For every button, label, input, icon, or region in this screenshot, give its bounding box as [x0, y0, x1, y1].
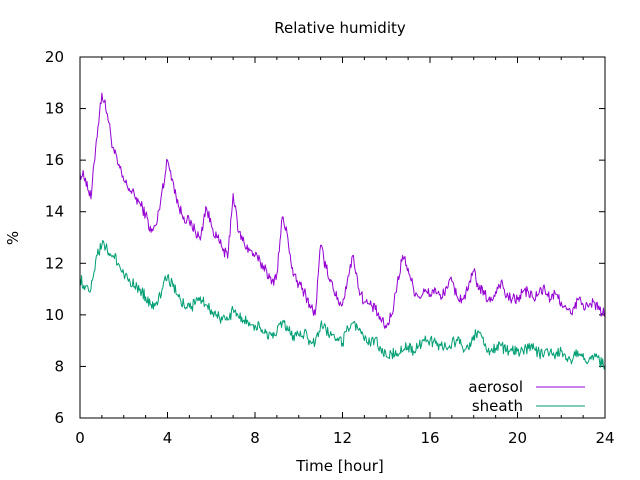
x-tick-label: 4 [163, 429, 173, 447]
series-line-sheath [79, 240, 606, 370]
legend: aerosol sheath [468, 378, 585, 415]
axis-ticks: 0 4 8 12 16 20 24 6 8 10 12 14 16 18 20 [45, 48, 615, 447]
legend-label-aerosol: aerosol [468, 378, 523, 396]
y-tick-label: 10 [45, 306, 64, 324]
series-lines [79, 92, 606, 370]
chart-title: Relative humidity [274, 19, 406, 37]
x-tick-label: 12 [333, 429, 352, 447]
series-line-aerosol [79, 92, 606, 329]
x-tick-label: 0 [75, 429, 85, 447]
y-tick-label: 6 [54, 409, 64, 427]
x-tick-label: 24 [595, 429, 614, 447]
y-tick-label: 12 [45, 254, 64, 272]
y-tick-label: 8 [54, 357, 64, 375]
x-axis-label: Time [hour] [295, 457, 384, 475]
y-tick-label: 18 [45, 100, 64, 118]
y-tick-label: 14 [45, 203, 64, 221]
x-tick-label: 8 [250, 429, 260, 447]
y-axis-label: % [4, 231, 22, 245]
legend-label-sheath: sheath [472, 397, 523, 415]
x-tick-label: 20 [508, 429, 527, 447]
x-tick-label: 16 [420, 429, 439, 447]
plot-frame [79, 56, 606, 419]
y-tick-label: 20 [45, 48, 64, 66]
y-tick-label: 16 [45, 151, 64, 169]
